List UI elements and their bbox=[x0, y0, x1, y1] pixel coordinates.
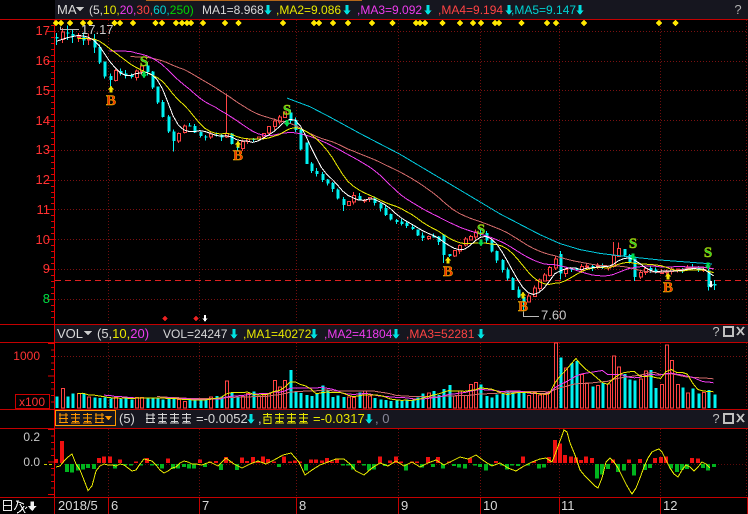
svg-text:(5,10,20,30,60,250): (5,10,20,30,60,250) bbox=[89, 3, 194, 17]
svg-text:13: 13 bbox=[36, 142, 50, 157]
svg-text:9: 9 bbox=[43, 261, 50, 276]
svg-text:10: 10 bbox=[36, 232, 50, 247]
svg-text:, 0: , 0 bbox=[375, 411, 389, 426]
svg-text:S: S bbox=[629, 236, 637, 252]
svg-text:B: B bbox=[518, 299, 528, 315]
svg-text:12: 12 bbox=[663, 498, 677, 513]
svg-text:?: ? bbox=[712, 411, 719, 426]
svg-text:1000: 1000 bbox=[13, 349, 40, 363]
svg-text:12: 12 bbox=[36, 172, 50, 187]
svg-text:8: 8 bbox=[43, 291, 50, 306]
svg-text:VOL=24247: VOL=24247 bbox=[163, 327, 228, 341]
svg-text:0.2: 0.2 bbox=[23, 430, 40, 444]
svg-text:,MA2=9.086: ,MA2=9.086 bbox=[276, 3, 341, 17]
svg-text:,MA5=9.147: ,MA5=9.147 bbox=[511, 3, 576, 17]
svg-text:B: B bbox=[443, 264, 453, 280]
svg-text:,MA1=40272: ,MA1=40272 bbox=[243, 327, 312, 341]
svg-text:?: ? bbox=[734, 2, 741, 17]
svg-text:x100: x100 bbox=[19, 395, 45, 409]
svg-text:,MA3=52281: ,MA3=52281 bbox=[406, 327, 475, 341]
svg-text:=-0.0317: =-0.0317 bbox=[313, 411, 365, 426]
svg-text:,: , bbox=[258, 411, 262, 426]
svg-text:S: S bbox=[704, 245, 712, 261]
svg-text:14: 14 bbox=[36, 113, 50, 128]
svg-text:7.60: 7.60 bbox=[541, 308, 566, 323]
svg-text:7: 7 bbox=[202, 498, 209, 513]
svg-text:11: 11 bbox=[37, 202, 51, 217]
svg-text:0.0: 0.0 bbox=[23, 455, 40, 469]
svg-text:11: 11 bbox=[561, 498, 575, 513]
svg-text:VOL: VOL bbox=[57, 326, 83, 341]
svg-text:B: B bbox=[663, 280, 673, 296]
svg-text:6: 6 bbox=[111, 498, 118, 513]
svg-text:17.17: 17.17 bbox=[81, 22, 114, 37]
svg-text:B: B bbox=[106, 93, 116, 109]
svg-text:,MA2=41804: ,MA2=41804 bbox=[324, 327, 393, 341]
svg-text:?: ? bbox=[712, 324, 719, 339]
svg-text:16: 16 bbox=[36, 53, 50, 68]
svg-text:(5,10,20): (5,10,20) bbox=[97, 326, 149, 341]
svg-text:8: 8 bbox=[299, 498, 306, 513]
svg-text:(5): (5) bbox=[119, 411, 135, 426]
svg-text:S: S bbox=[283, 103, 291, 119]
svg-text:MA1=8.968: MA1=8.968 bbox=[202, 3, 264, 17]
svg-text:S: S bbox=[140, 54, 148, 70]
svg-text:15: 15 bbox=[36, 83, 50, 98]
svg-text:=-0.0052: =-0.0052 bbox=[196, 411, 248, 426]
svg-text:,MA3=9.092: ,MA3=9.092 bbox=[357, 3, 422, 17]
svg-text:B: B bbox=[233, 148, 243, 164]
svg-text:MA: MA bbox=[57, 2, 77, 17]
svg-text:9: 9 bbox=[401, 498, 408, 513]
svg-text:2018/5: 2018/5 bbox=[58, 498, 98, 513]
svg-text:10: 10 bbox=[483, 498, 497, 513]
svg-text:S: S bbox=[477, 222, 485, 238]
svg-text:,MA4=9.194: ,MA4=9.194 bbox=[438, 3, 503, 17]
svg-text:17: 17 bbox=[36, 23, 50, 38]
